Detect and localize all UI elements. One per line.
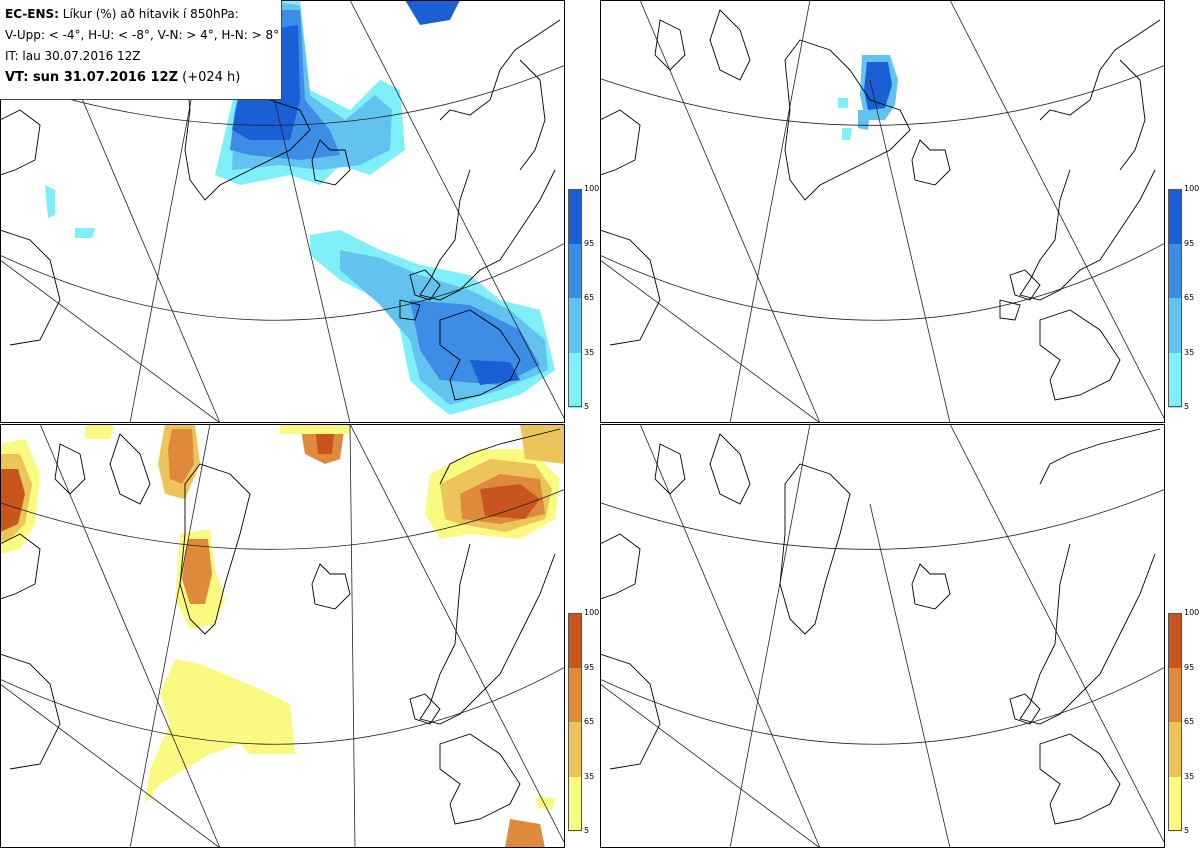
colorbar-border — [568, 189, 582, 407]
colorbar-tick-label: 65 — [1184, 717, 1195, 726]
colorbar-tick-label: 65 — [584, 293, 595, 302]
colorbar-tick-label: 100 — [584, 184, 600, 193]
colorbar-tick-label: 35 — [1184, 347, 1195, 357]
info-box: EC-ENS: Líkur (%) að hitavik í 850hPa: V… — [0, 0, 282, 100]
model-label: EC-ENS: — [5, 7, 59, 21]
colorbar-tick-label: 65 — [1184, 293, 1195, 302]
colorbar-segment — [568, 776, 582, 832]
colorbar-tick-label: 5 — [1184, 826, 1190, 835]
probability-field — [838, 55, 898, 140]
colorbar-tick-label: 5 — [584, 826, 590, 835]
colorbar-segment — [568, 667, 582, 723]
colorbar-tick-label: 65 — [584, 717, 595, 726]
coastlines — [600, 428, 1161, 825]
map-top-right — [600, 0, 1165, 423]
lead-time: (+024 h) — [178, 70, 241, 85]
colorbar-segment — [1168, 776, 1182, 832]
map-bottom-left — [0, 424, 565, 848]
colorbar-border — [1168, 613, 1182, 831]
colorbar-segment — [1168, 667, 1182, 723]
colorbar-orange-bottom-right: 100 95 65 35 5 — [1168, 609, 1199, 835]
colorbar-orange-bottom-left: 100 95 65 35 5 — [568, 609, 599, 835]
colorbar-tick-label: 95 — [584, 662, 595, 672]
graticule — [600, 0, 1165, 423]
colorbar-segment — [1168, 243, 1182, 299]
info-line-3: IT: lau 30.07.2016 12Z — [5, 49, 141, 63]
colorbar-blue-top-left: 100 95 65 35 5 — [568, 185, 599, 411]
colorbar-blue-top-right: 100 95 65 35 5 — [1168, 185, 1199, 411]
map-panel-top-left — [0, 0, 565, 423]
probability-description: Líkur (%) að hitavik í 850hPa: — [58, 7, 239, 21]
coastlines — [0, 428, 561, 825]
colorbar-segment — [1168, 352, 1182, 408]
colorbar-tick-label: 35 — [1184, 771, 1195, 781]
colorbar-tick-label: 100 — [584, 608, 600, 617]
info-line-2: V-Upp: < -4°, H-U: < -8°, V-N: > 4°, H-N… — [5, 28, 280, 42]
colorbar-segment — [568, 613, 582, 668]
colorbar-tick-label: 5 — [1184, 402, 1190, 411]
colorbar-tick-label: 100 — [1184, 184, 1200, 193]
colorbar-tick-label: 35 — [584, 771, 595, 781]
colorbar-tick-label: 5 — [584, 402, 590, 411]
colorbar-segment — [568, 189, 582, 244]
coastlines — [600, 9, 1161, 401]
colorbar-tick-label: 35 — [584, 347, 595, 357]
probability-field — [0, 424, 565, 848]
colorbar-tick-label: 95 — [1184, 662, 1195, 672]
colorbar-segment — [1168, 189, 1182, 244]
colorbar-segment — [568, 243, 582, 299]
map-panel-bottom-left — [0, 424, 565, 848]
colorbar-tick-label: 100 — [1184, 608, 1200, 617]
colorbar-segment — [1168, 722, 1182, 777]
colorbar-tick-label: 95 — [584, 238, 595, 248]
colorbar-border — [568, 613, 582, 831]
colorbar-segment — [1168, 298, 1182, 353]
colorbar-segment — [568, 722, 582, 777]
graticule — [0, 424, 565, 848]
map-panel-bottom-right — [600, 424, 1165, 848]
colorbar-segment — [568, 298, 582, 353]
valid-time: VT: sun 31.07.2016 12Z — [5, 70, 178, 85]
graticule — [600, 424, 1165, 848]
colorbar-segment — [568, 352, 582, 408]
colorbar-border — [1168, 189, 1182, 407]
colorbar-segment — [1168, 613, 1182, 668]
map-panel-top-right — [600, 0, 1165, 423]
info-line-1: EC-ENS: Líkur (%) að hitavik í 850hPa: — [5, 4, 281, 25]
colorbar-tick-label: 95 — [1184, 238, 1195, 248]
info-line-4: VT: sun 31.07.2016 12Z (+024 h) — [5, 67, 281, 88]
map-bottom-right — [600, 424, 1165, 848]
